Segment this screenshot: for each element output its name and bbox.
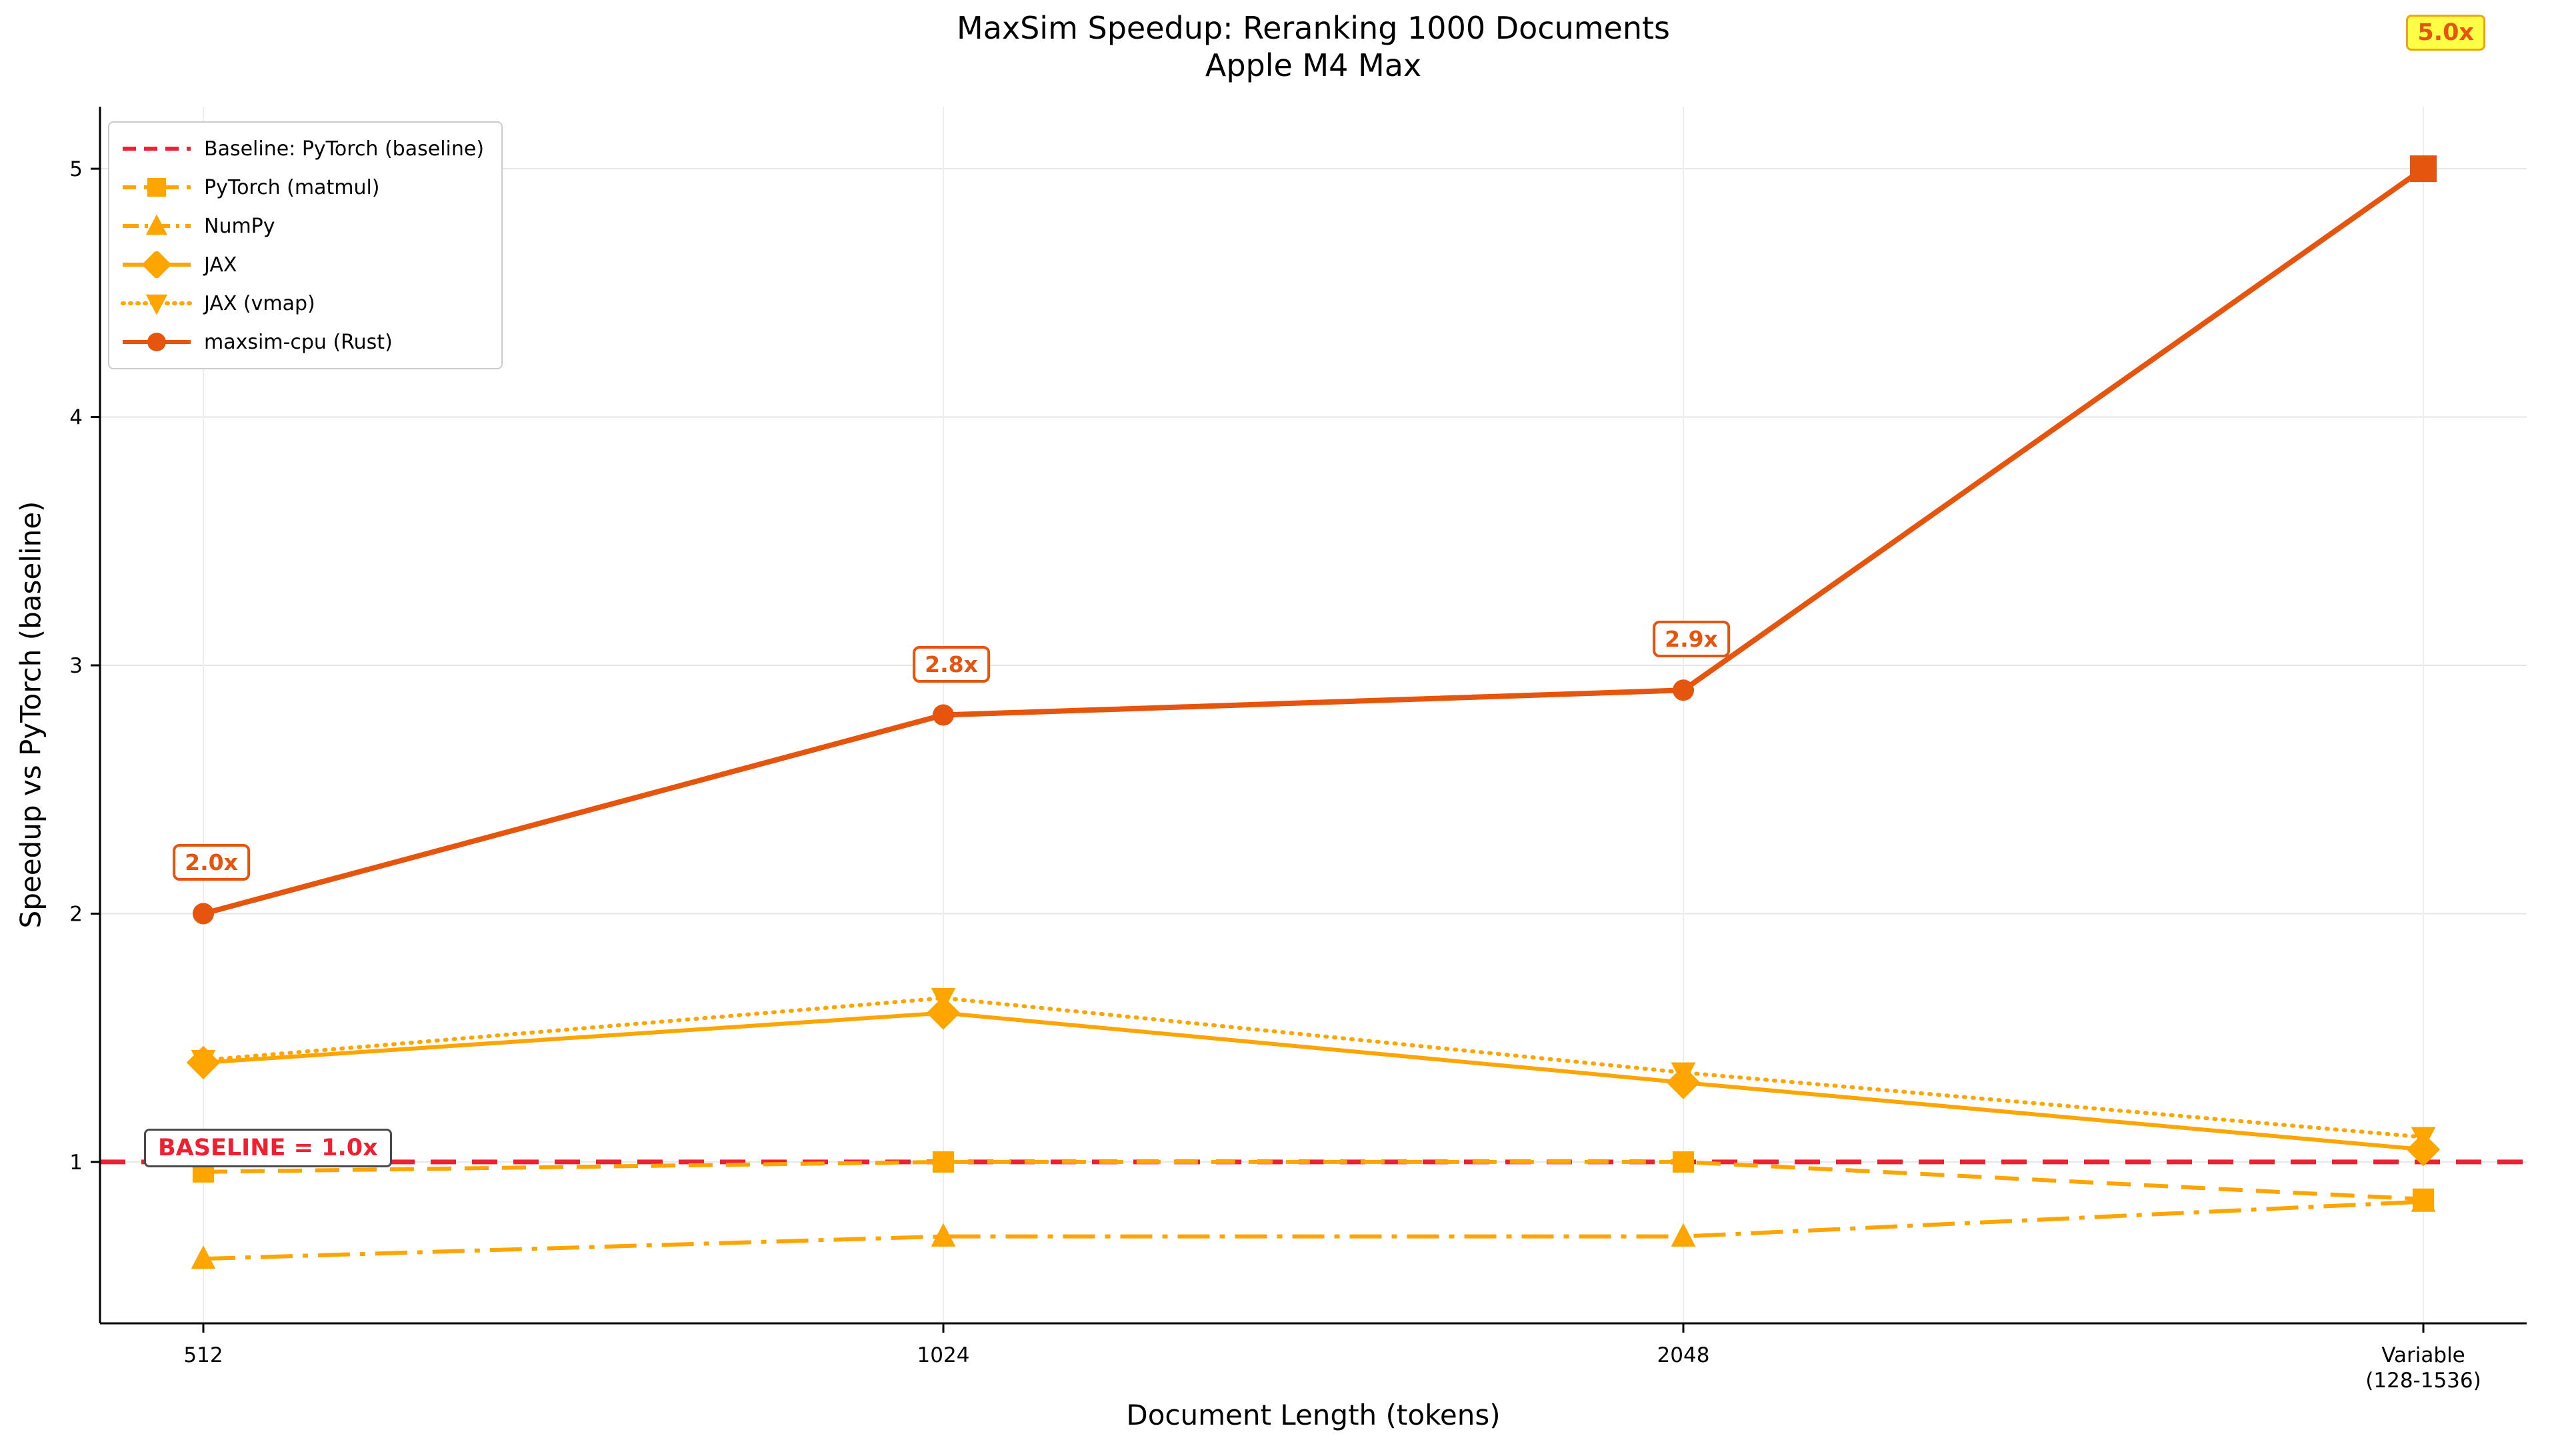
marker-circle (933, 704, 954, 726)
legend-sample (123, 214, 191, 235)
marker-circle (1673, 679, 1694, 701)
chart-title: MaxSim Speedup: Reranking 1000 Documents (957, 10, 1670, 46)
legend-item: JAX (120, 245, 484, 284)
marker-triangle-up (931, 1223, 956, 1247)
y-tick-label: 1 (69, 1151, 83, 1175)
x-tick-label: 2048 (1657, 1343, 1710, 1367)
legend-label: PyTorch (matmul) (204, 175, 380, 199)
legend-label: NumPy (204, 214, 275, 238)
legend-item: JAX (vmap) (120, 284, 484, 323)
legend-item: maxsim-cpu (Rust) (120, 323, 484, 361)
x-tick-label: 1024 (917, 1343, 970, 1367)
series-line-triangle-down (201, 996, 2425, 1139)
annotation-2.9x: 2.9x (1653, 621, 1730, 658)
marker-square (933, 1151, 954, 1173)
series-line-circle (202, 166, 2425, 917)
y-tick-label: 4 (69, 406, 83, 430)
annotation-2.0x: 2.0x (173, 844, 250, 881)
speedup-badge: 5.0x (2406, 15, 2485, 51)
legend: Baseline: PyTorch (baseline) PyTorch (mat… (108, 121, 503, 369)
marker-triangle-up (191, 1245, 216, 1269)
marker-triangle-up (2411, 1188, 2436, 1212)
legend-sample (123, 333, 191, 351)
marker-triangle-down (191, 1050, 216, 1074)
legend-label: maxsim-cpu (Rust) (204, 330, 393, 354)
legend-marker-diamond (141, 251, 172, 278)
legend-marker-triangle-down (145, 294, 168, 315)
marker-circle (193, 903, 214, 925)
marker-diamond (926, 996, 961, 1030)
annotation-2.8x: 2.8x (913, 645, 990, 683)
legend-item: Baseline: PyTorch (baseline) (120, 129, 484, 168)
legend-sample (123, 251, 191, 278)
series-line-square (203, 1159, 2424, 1201)
x-tick-label: Variable (128-1536) (2365, 1343, 2481, 1393)
legend-label: JAX (vmap) (204, 291, 315, 315)
marker-square (2410, 155, 2437, 183)
series-line-triangle-up (203, 1199, 2424, 1261)
y-tick-label: 5 (69, 157, 83, 181)
marker-triangle-down (2411, 1127, 2436, 1151)
marker-triangle-down (1671, 1062, 1696, 1086)
marker-square (1673, 1151, 1694, 1173)
marker-triangle-down (931, 987, 956, 1012)
legend-sample (123, 147, 191, 151)
series-line-diamond (203, 1011, 2424, 1152)
y-axis-label: Speedup vs PyTorch (baseline) (14, 501, 47, 929)
legend-sample (123, 178, 191, 197)
legend-label: Baseline: PyTorch (baseline) (204, 137, 485, 161)
x-tick-label: 512 (183, 1343, 223, 1367)
legend-sample (121, 294, 193, 315)
legend-marker-square (147, 178, 166, 197)
legend-marker-circle (147, 333, 166, 351)
legend-item: PyTorch (matmul) (120, 168, 484, 207)
y-tick-label: 2 (69, 902, 83, 926)
chart-title-block: MaxSim Speedup: Reranking 1000 Documents… (647, 9, 1980, 84)
x-axis-label: Document Length (tokens) (1126, 1399, 1501, 1431)
legend-item: NumPy (120, 207, 484, 245)
legend-label: JAX (204, 253, 237, 277)
y-tick-label: 3 (69, 654, 83, 678)
legend-marker-triangle-up (145, 214, 168, 235)
baseline-label: BASELINE = 1.0x (144, 1129, 392, 1167)
marker-triangle-up (1671, 1223, 1696, 1247)
chart-subtitle: Apple M4 Max (1205, 47, 1422, 84)
